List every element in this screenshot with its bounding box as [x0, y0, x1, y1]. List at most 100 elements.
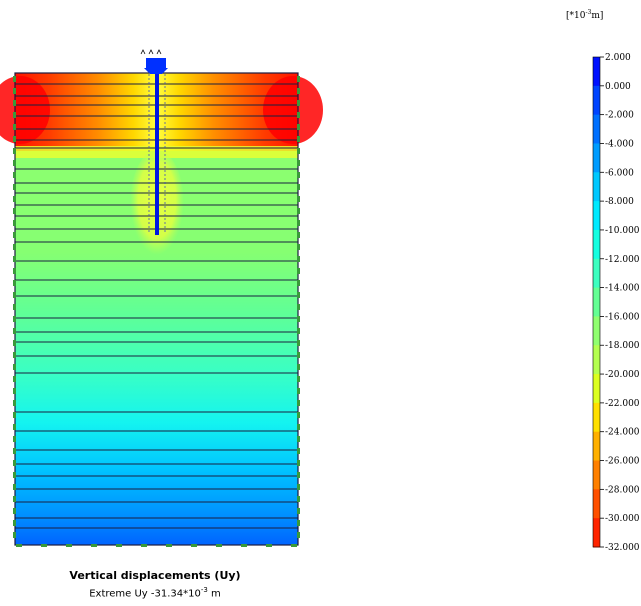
legend-tick-label: -28.000 [605, 485, 640, 495]
fixity-mark [13, 136, 16, 142]
fixity-mark [297, 280, 300, 286]
fixity-mark [13, 352, 16, 358]
legend-color-band [593, 287, 600, 317]
fixity-mark [13, 424, 16, 430]
fixity-mark [297, 124, 300, 130]
legend-tick-label: -20.000 [605, 370, 640, 380]
legend-tick-label: -4.000 [605, 139, 634, 149]
legend-color-band [593, 229, 600, 260]
left-max-zone [0, 76, 50, 144]
fixity-mark [191, 544, 197, 547]
fixity-mark [13, 520, 16, 526]
fixity-mark [297, 412, 300, 418]
fixity-mark [297, 184, 300, 190]
fixity-mark [297, 448, 300, 454]
legend-tick-label: -8.000 [605, 197, 634, 207]
fixity-mark [297, 196, 300, 202]
legend-color-band [593, 201, 600, 231]
fixity-mark [297, 376, 300, 382]
fixity-mark [13, 100, 16, 106]
legend-tick-label: -26.000 [605, 457, 640, 467]
fixity-mark [297, 268, 300, 274]
fixity-mark [297, 532, 300, 538]
legend-tick-label: -22.000 [605, 399, 640, 409]
pile-head-arrow [144, 68, 168, 74]
fixity-mark [13, 436, 16, 442]
fixity-mark [297, 172, 300, 178]
fixity-mark [13, 412, 16, 418]
fixity-mark [13, 292, 16, 298]
fixity-mark [13, 508, 16, 514]
pile-shaft [155, 66, 159, 235]
fixity-mark [13, 208, 16, 214]
legend-tick-label: -6.000 [605, 168, 634, 178]
fixity-mark [13, 196, 16, 202]
pile [140, 49, 168, 235]
fixity-mark [13, 328, 16, 334]
fixity-mark [297, 352, 300, 358]
fixity-mark [13, 400, 16, 406]
fixity-mark [13, 496, 16, 502]
boundary-conditions [13, 76, 300, 547]
extreme-value: Extreme Uy -31.34*10-3 m [89, 586, 221, 600]
fixity-mark [13, 172, 16, 178]
fixity-mark [297, 400, 300, 406]
fixity-mark [13, 76, 16, 82]
plot-title: Vertical displacements (Uy) [69, 569, 241, 582]
load-arrows [140, 49, 162, 55]
fixity-mark [266, 544, 272, 547]
fixity-mark [141, 544, 147, 547]
fixity-mark [13, 124, 16, 130]
fixity-mark [13, 376, 16, 382]
fixity-mark [297, 112, 300, 118]
legend-tick-label: -24.000 [605, 428, 640, 438]
color-legend: 2.000 0.000 -2.000 -4.000 -6.000 -8.000 -10.00… [592, 53, 640, 553]
fixity-mark [13, 148, 16, 154]
legend-tick-label: -12.000 [605, 255, 640, 265]
fixity-mark [297, 436, 300, 442]
legend-color-band [593, 172, 600, 202]
fixity-mark [297, 148, 300, 154]
legend-color-band [593, 316, 600, 346]
fixity-mark [13, 472, 16, 478]
fixity-mark [297, 208, 300, 214]
fixity-mark [297, 88, 300, 94]
legend-color-band [593, 518, 600, 548]
fixity-mark [13, 244, 16, 250]
fixity-mark [297, 472, 300, 478]
legend-tick-label: -14.000 [605, 284, 640, 294]
pile-cap [146, 58, 166, 68]
right-max-zone [263, 76, 323, 144]
legend-color-band [593, 489, 600, 519]
legend-tick-label: -16.000 [605, 312, 640, 322]
fixity-mark [13, 280, 16, 286]
fixity-mark [13, 112, 16, 118]
legend-tick-label: -2.000 [605, 111, 634, 121]
fixity-mark [13, 316, 16, 322]
fixity-mark [13, 220, 16, 226]
fixity-mark [13, 448, 16, 454]
fixity-mark [13, 160, 16, 166]
legend-color-band [593, 402, 600, 433]
legend-tick-label: -32.000 [605, 543, 640, 553]
fixity-mark [297, 424, 300, 430]
fixity-mark [297, 304, 300, 310]
fixity-mark [116, 544, 122, 547]
fixity-mark [66, 544, 72, 547]
legend-frame [592, 56, 601, 548]
legend-tick-label: 2.000 [605, 53, 631, 63]
fixity-mark [297, 292, 300, 298]
legend-tick-label: -30.000 [605, 514, 640, 524]
fixity-mark [13, 256, 16, 262]
legend-color-band [593, 374, 600, 404]
fixity-mark [297, 256, 300, 262]
legend-color-band [593, 431, 600, 462]
fixity-mark [13, 232, 16, 238]
fixity-mark [241, 544, 247, 547]
fixity-mark [297, 160, 300, 166]
legend-color-band [593, 143, 600, 173]
legend-color-band [593, 258, 600, 289]
fixity-mark [297, 388, 300, 394]
fixity-mark [13, 484, 16, 490]
fixity-mark [297, 100, 300, 106]
